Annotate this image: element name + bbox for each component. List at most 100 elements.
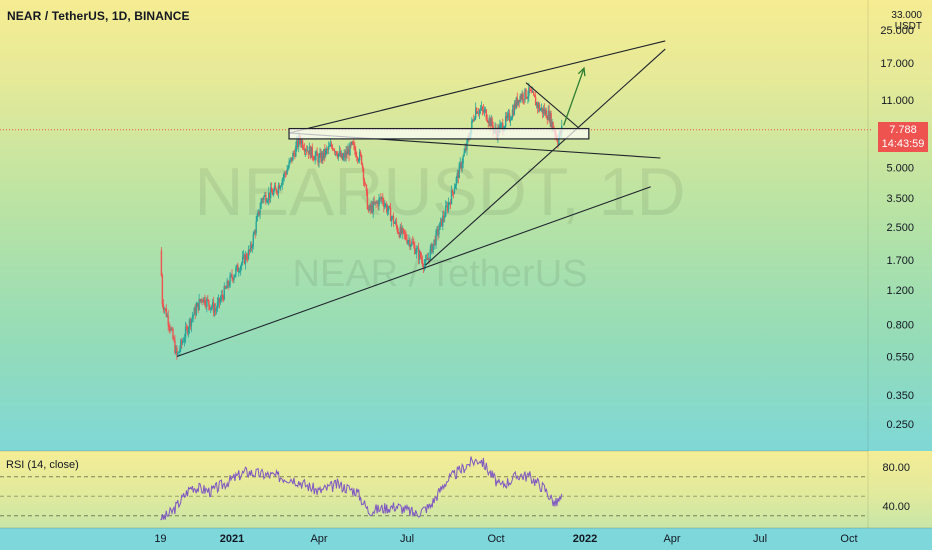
candle-body <box>457 172 459 179</box>
candle-body <box>209 305 211 310</box>
candle-body <box>178 351 180 353</box>
candles-group <box>160 82 563 360</box>
candle-body <box>452 192 455 194</box>
candle-body <box>335 151 338 155</box>
candle-body <box>515 97 518 108</box>
candle-body <box>169 326 171 331</box>
candle-body <box>255 221 257 233</box>
candle-body <box>232 277 234 281</box>
candle-body <box>525 88 527 98</box>
candle-body <box>520 95 522 99</box>
candle-body <box>292 153 294 161</box>
candle-body <box>530 90 532 92</box>
candle-body <box>461 163 463 169</box>
candle-body <box>385 204 387 206</box>
candle-body <box>322 152 324 159</box>
candle-body <box>316 151 318 156</box>
rsi-line <box>160 456 563 521</box>
candle-body <box>435 230 437 245</box>
candle-body <box>474 118 476 121</box>
candle-body <box>354 145 356 151</box>
candle-body <box>327 148 329 150</box>
candle-body <box>437 229 439 235</box>
candle-body <box>476 112 479 114</box>
rsi-legend: RSI (14, close) <box>6 459 79 471</box>
candle-body <box>397 231 400 234</box>
candle-body <box>319 152 321 157</box>
candle-body <box>311 146 313 157</box>
candle-body <box>558 137 560 145</box>
candle-body <box>410 244 412 247</box>
candle-body <box>417 248 420 260</box>
candle-body <box>388 206 391 208</box>
candle-body <box>237 264 239 272</box>
candle-body <box>391 216 394 218</box>
candle-body <box>358 152 361 161</box>
candle-body <box>284 172 286 174</box>
candle-body <box>394 221 397 224</box>
candle-body <box>219 299 222 303</box>
candle-body <box>296 140 298 147</box>
candle-body <box>463 152 465 157</box>
candle-body <box>173 338 175 341</box>
time-tick-label: Jul <box>753 533 767 545</box>
candle-body <box>206 298 208 307</box>
candle-body <box>356 156 358 158</box>
candle-body <box>210 306 213 308</box>
candle-body <box>192 315 195 318</box>
candle-body <box>533 91 535 96</box>
price-tick-label: 3.500 <box>886 193 914 205</box>
candle-body <box>514 103 517 108</box>
candle-body <box>418 252 421 260</box>
candle-body <box>240 266 242 272</box>
candle-body <box>285 173 287 175</box>
candle-body <box>334 151 337 153</box>
candle-body <box>344 153 346 158</box>
candle-body <box>214 308 217 311</box>
candle-body <box>348 149 350 156</box>
candle-body <box>386 204 388 212</box>
candle-body <box>333 149 336 153</box>
candle-body <box>442 215 444 227</box>
candle-body <box>381 197 383 200</box>
candle-body <box>513 103 516 115</box>
candle-body <box>541 107 544 114</box>
candle-body <box>268 192 270 201</box>
candle-body <box>393 223 396 224</box>
candle-body <box>163 308 166 310</box>
candle-body <box>195 306 197 315</box>
candle-body <box>540 107 543 110</box>
candle-body <box>345 151 347 158</box>
candle-body <box>510 117 513 120</box>
candle-body <box>205 304 207 307</box>
candle-body <box>413 243 415 246</box>
candle-body <box>269 187 272 199</box>
candle-body <box>263 196 265 200</box>
candle-body <box>331 146 334 150</box>
candle-body <box>256 215 258 222</box>
candle-body <box>426 258 429 260</box>
candle-body <box>328 146 330 150</box>
time-tick-label: Jul <box>400 533 414 545</box>
price-tick-label: 0.350 <box>886 390 914 402</box>
candle-body <box>491 118 493 126</box>
candle-body <box>265 194 267 203</box>
candle-body <box>431 244 433 253</box>
candle-body <box>406 239 408 244</box>
candle-body <box>181 340 183 344</box>
candle-body <box>273 186 276 191</box>
candle-body <box>465 148 467 150</box>
candle-body <box>280 184 283 187</box>
price-tick-label: 0.250 <box>886 419 914 431</box>
candle-body <box>253 231 255 235</box>
candle-body <box>321 152 323 162</box>
time-tick-label: 2021 <box>220 533 244 545</box>
candle-body <box>412 241 414 244</box>
candle-body <box>274 186 277 190</box>
candle-body <box>222 296 224 300</box>
candle-body <box>364 183 367 185</box>
candle-body <box>551 121 553 127</box>
candle-body <box>362 168 365 181</box>
candle-body <box>323 149 325 159</box>
